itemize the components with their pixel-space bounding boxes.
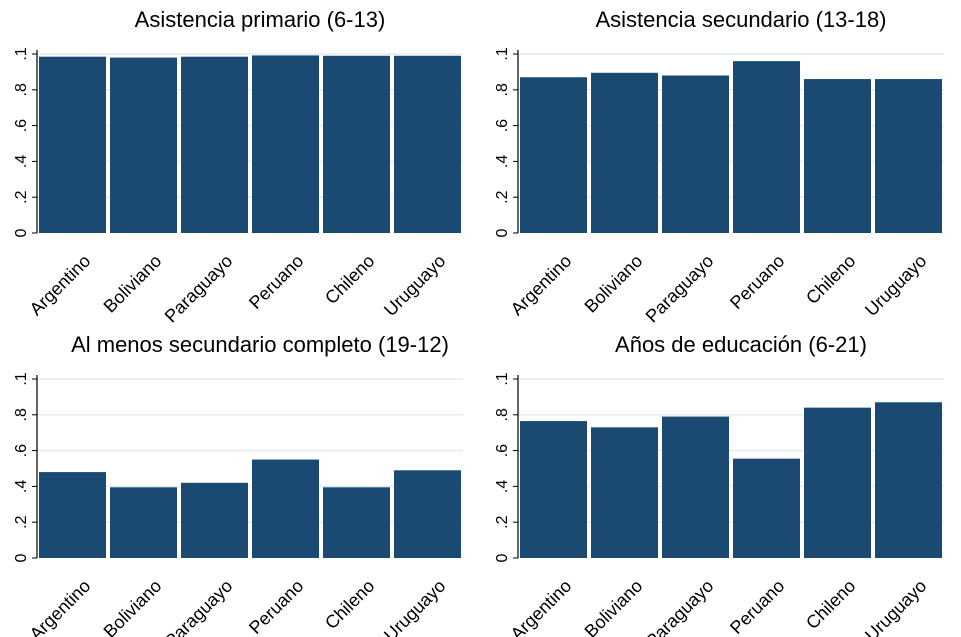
bar-boliviano [591, 72, 658, 233]
chart-svg: Asistencia secundario (13-18) 0 .2 .4 .6 .8 .1… [494, 7, 944, 326]
x-tick-label: Boliviano [581, 576, 647, 637]
bar-peruano [733, 61, 800, 233]
chart-title: Al menos secundario completo (19-12) [71, 332, 449, 357]
bar-paraguayo [181, 482, 248, 558]
x-tick-label: Paraguayo [642, 576, 718, 637]
y-tick-label: .6 [13, 444, 30, 457]
y-tick-label: .1 [494, 47, 511, 60]
x-tick-label: Peruano [245, 576, 307, 637]
y-tick-label: .2 [494, 190, 511, 203]
chart-title: Años de educación (6-21) [615, 332, 867, 357]
y-tick-label: .1 [13, 372, 30, 385]
x-tick-label: Argentino [507, 576, 576, 637]
bar-argentino [39, 56, 106, 234]
bar-chileno [804, 407, 871, 558]
y-tick-label: .1 [13, 47, 30, 60]
bar-uruguayo [875, 79, 942, 233]
chart-panel-asistencia-primario: Asistencia primario (6-13) 0 .2 .4 .6 .8 .1 Arg… [0, 0, 480, 326]
y-tick-label: .8 [13, 83, 30, 96]
chart-panel-asistencia-secundario: Asistencia secundario (13-18) 0 .2 .4 .6 .8 .1… [481, 0, 961, 326]
bar-paraguayo [662, 416, 729, 558]
bar-paraguayo [181, 56, 248, 234]
x-tick-label: Paraguayo [161, 576, 237, 637]
x-tick-label: Uruguayo [380, 576, 449, 637]
bar-chileno [804, 79, 871, 233]
y-tick-label: .6 [494, 444, 511, 457]
bar-argentino [39, 472, 106, 558]
x-tick-label: Uruguayo [861, 576, 930, 637]
x-tick-label: Uruguayo [861, 251, 930, 320]
y-tick-label: 0 [13, 228, 30, 237]
x-tick-label: Uruguayo [380, 251, 449, 320]
bar-paraguayo [662, 75, 729, 233]
bar-boliviano [110, 57, 177, 233]
chart-svg: Asistencia primario (6-13) 0 .2 .4 .6 .8 .1 Arg… [13, 7, 463, 326]
y-tick-label: 0 [494, 228, 511, 237]
x-tick-label: Boliviano [100, 576, 166, 637]
x-tick-label: Chileno [802, 251, 859, 308]
y-tick-label: 0 [494, 553, 511, 562]
x-tick-label: Argentino [507, 251, 576, 320]
x-tick-label: Peruano [726, 251, 788, 313]
y-tick-label: .6 [494, 119, 511, 132]
chart-title: Asistencia primario (6-13) [135, 7, 386, 32]
y-tick-label: .1 [494, 372, 511, 385]
chart-panel-anos-educacion: Años de educación (6-21) 0 .2 .4 .6 .8 .1 Argen… [481, 325, 961, 637]
bar-uruguayo [875, 402, 942, 558]
x-tick-label: Chileno [802, 576, 859, 633]
y-tick-label: .2 [494, 515, 511, 528]
y-tick-label: .4 [13, 155, 30, 168]
y-tick-label: .6 [13, 119, 30, 132]
x-tick-label: Paraguayo [642, 251, 718, 327]
x-tick-label: Peruano [245, 251, 307, 313]
x-tick-label: Paraguayo [161, 251, 237, 327]
chart-title: Asistencia secundario (13-18) [595, 7, 886, 32]
bar-boliviano [110, 487, 177, 558]
bar-argentino [520, 421, 587, 558]
chart-panel-secundario-completo: Al menos secundario completo (19-12) 0 .2.… [0, 325, 480, 637]
bar-peruano [252, 55, 319, 233]
y-tick-label: .4 [494, 480, 511, 493]
x-tick-label: Chileno [321, 251, 378, 308]
x-tick-label: Boliviano [581, 251, 647, 317]
y-tick-label: .2 [13, 190, 30, 203]
y-tick-label: .4 [13, 480, 30, 493]
x-tick-label: Chileno [321, 576, 378, 633]
bar-argentino [520, 77, 587, 234]
x-tick-label: Peruano [726, 576, 788, 637]
bar-boliviano [591, 427, 658, 558]
bar-peruano [252, 459, 319, 558]
bar-uruguayo [394, 470, 461, 558]
x-tick-label: Argentino [26, 576, 95, 637]
y-tick-label: .8 [494, 83, 511, 96]
bar-chileno [323, 55, 390, 233]
y-tick-label: .8 [13, 408, 30, 421]
x-tick-label: Boliviano [100, 251, 166, 317]
y-tick-label: .2 [13, 515, 30, 528]
x-tick-label: Argentino [26, 251, 95, 320]
y-tick-label: .8 [494, 408, 511, 421]
bar-peruano [733, 458, 800, 558]
chart-svg: Al menos secundario completo (19-12) 0 .2.… [13, 332, 463, 637]
chart-svg: Años de educación (6-21) 0 .2 .4 .6 .8 .1 Argen… [494, 332, 944, 637]
bar-uruguayo [394, 55, 461, 233]
bar-chileno [323, 487, 390, 558]
y-tick-label: .4 [494, 155, 511, 168]
y-tick-label: 0 [13, 553, 30, 562]
